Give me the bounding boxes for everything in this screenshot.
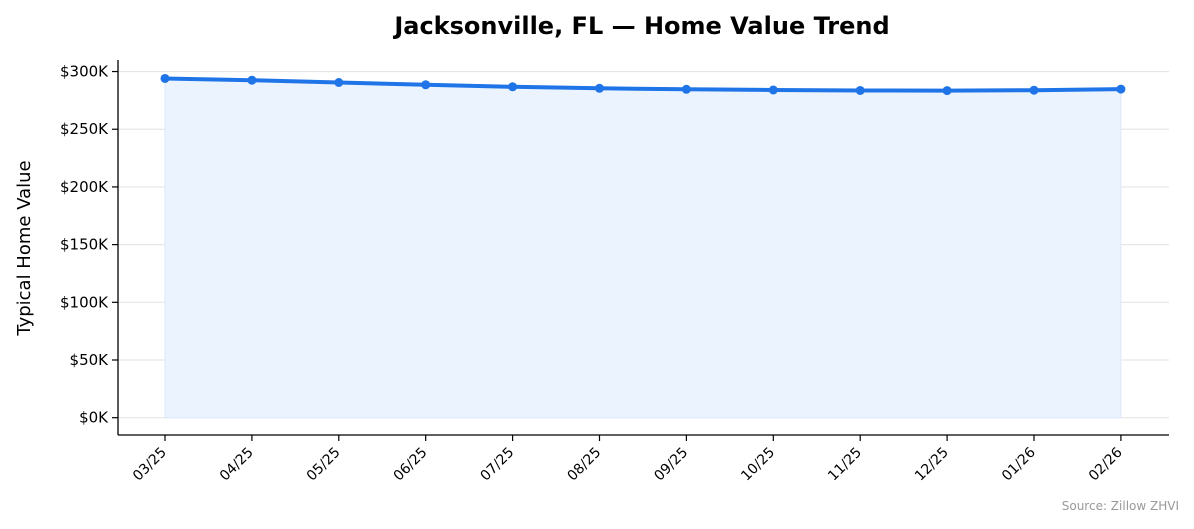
y-tick-label: $50K xyxy=(70,351,110,369)
x-tick-label: 09/25 xyxy=(651,445,691,485)
area-fill-group xyxy=(164,77,1122,419)
data-point xyxy=(855,85,865,95)
data-point xyxy=(247,75,257,85)
y-tick-labels: $0K $50K $100K $150K $200K $250K $300K xyxy=(60,63,109,427)
data-point xyxy=(1029,85,1039,95)
data-point xyxy=(768,85,778,95)
x-tick-label: 04/25 xyxy=(217,445,257,485)
chart-title: Jacksonville, FL — Home Value Trend xyxy=(392,12,889,40)
y-tick-label: $150K xyxy=(60,236,109,254)
data-point xyxy=(681,84,691,94)
y-tick-label: $300K xyxy=(60,63,109,81)
data-points xyxy=(160,73,1126,96)
data-point xyxy=(942,86,952,96)
x-tick-label: 07/25 xyxy=(478,445,518,485)
y-tick-label: $200K xyxy=(60,178,109,196)
x-tick-label: 12/25 xyxy=(912,445,952,485)
x-tick-label: 08/25 xyxy=(564,445,604,485)
data-point xyxy=(1116,84,1126,94)
x-tick-label: 11/25 xyxy=(825,445,865,485)
x-tick-label: 05/25 xyxy=(304,445,344,485)
x-tick-label: 02/26 xyxy=(1086,444,1126,484)
x-tick-label: 10/25 xyxy=(738,445,778,485)
series-line xyxy=(163,76,1123,93)
data-point xyxy=(595,83,604,93)
area-fill xyxy=(164,77,1122,419)
x-tick-labels: 03/25 04/25 05/25 06/25 07/25 08/25 09/25 10/25… xyxy=(130,444,1126,484)
y-tick-label: $0K xyxy=(79,409,109,427)
x-tick-label: 06/25 xyxy=(391,445,431,485)
axes xyxy=(112,60,1169,441)
data-point xyxy=(508,82,518,92)
y-tick-label: $250K xyxy=(60,120,109,138)
y-tick-label: $100K xyxy=(60,293,109,311)
x-tick-label: 01/26 xyxy=(999,444,1039,484)
data-point xyxy=(421,80,431,90)
data-point xyxy=(160,73,170,83)
series-line-group xyxy=(163,76,1123,93)
x-tick-label: 03/25 xyxy=(130,445,170,485)
source-note: Source: Zillow ZHVI xyxy=(1062,499,1179,513)
data-point xyxy=(334,78,344,87)
y-axis-label: Typical Home Value xyxy=(14,160,35,336)
